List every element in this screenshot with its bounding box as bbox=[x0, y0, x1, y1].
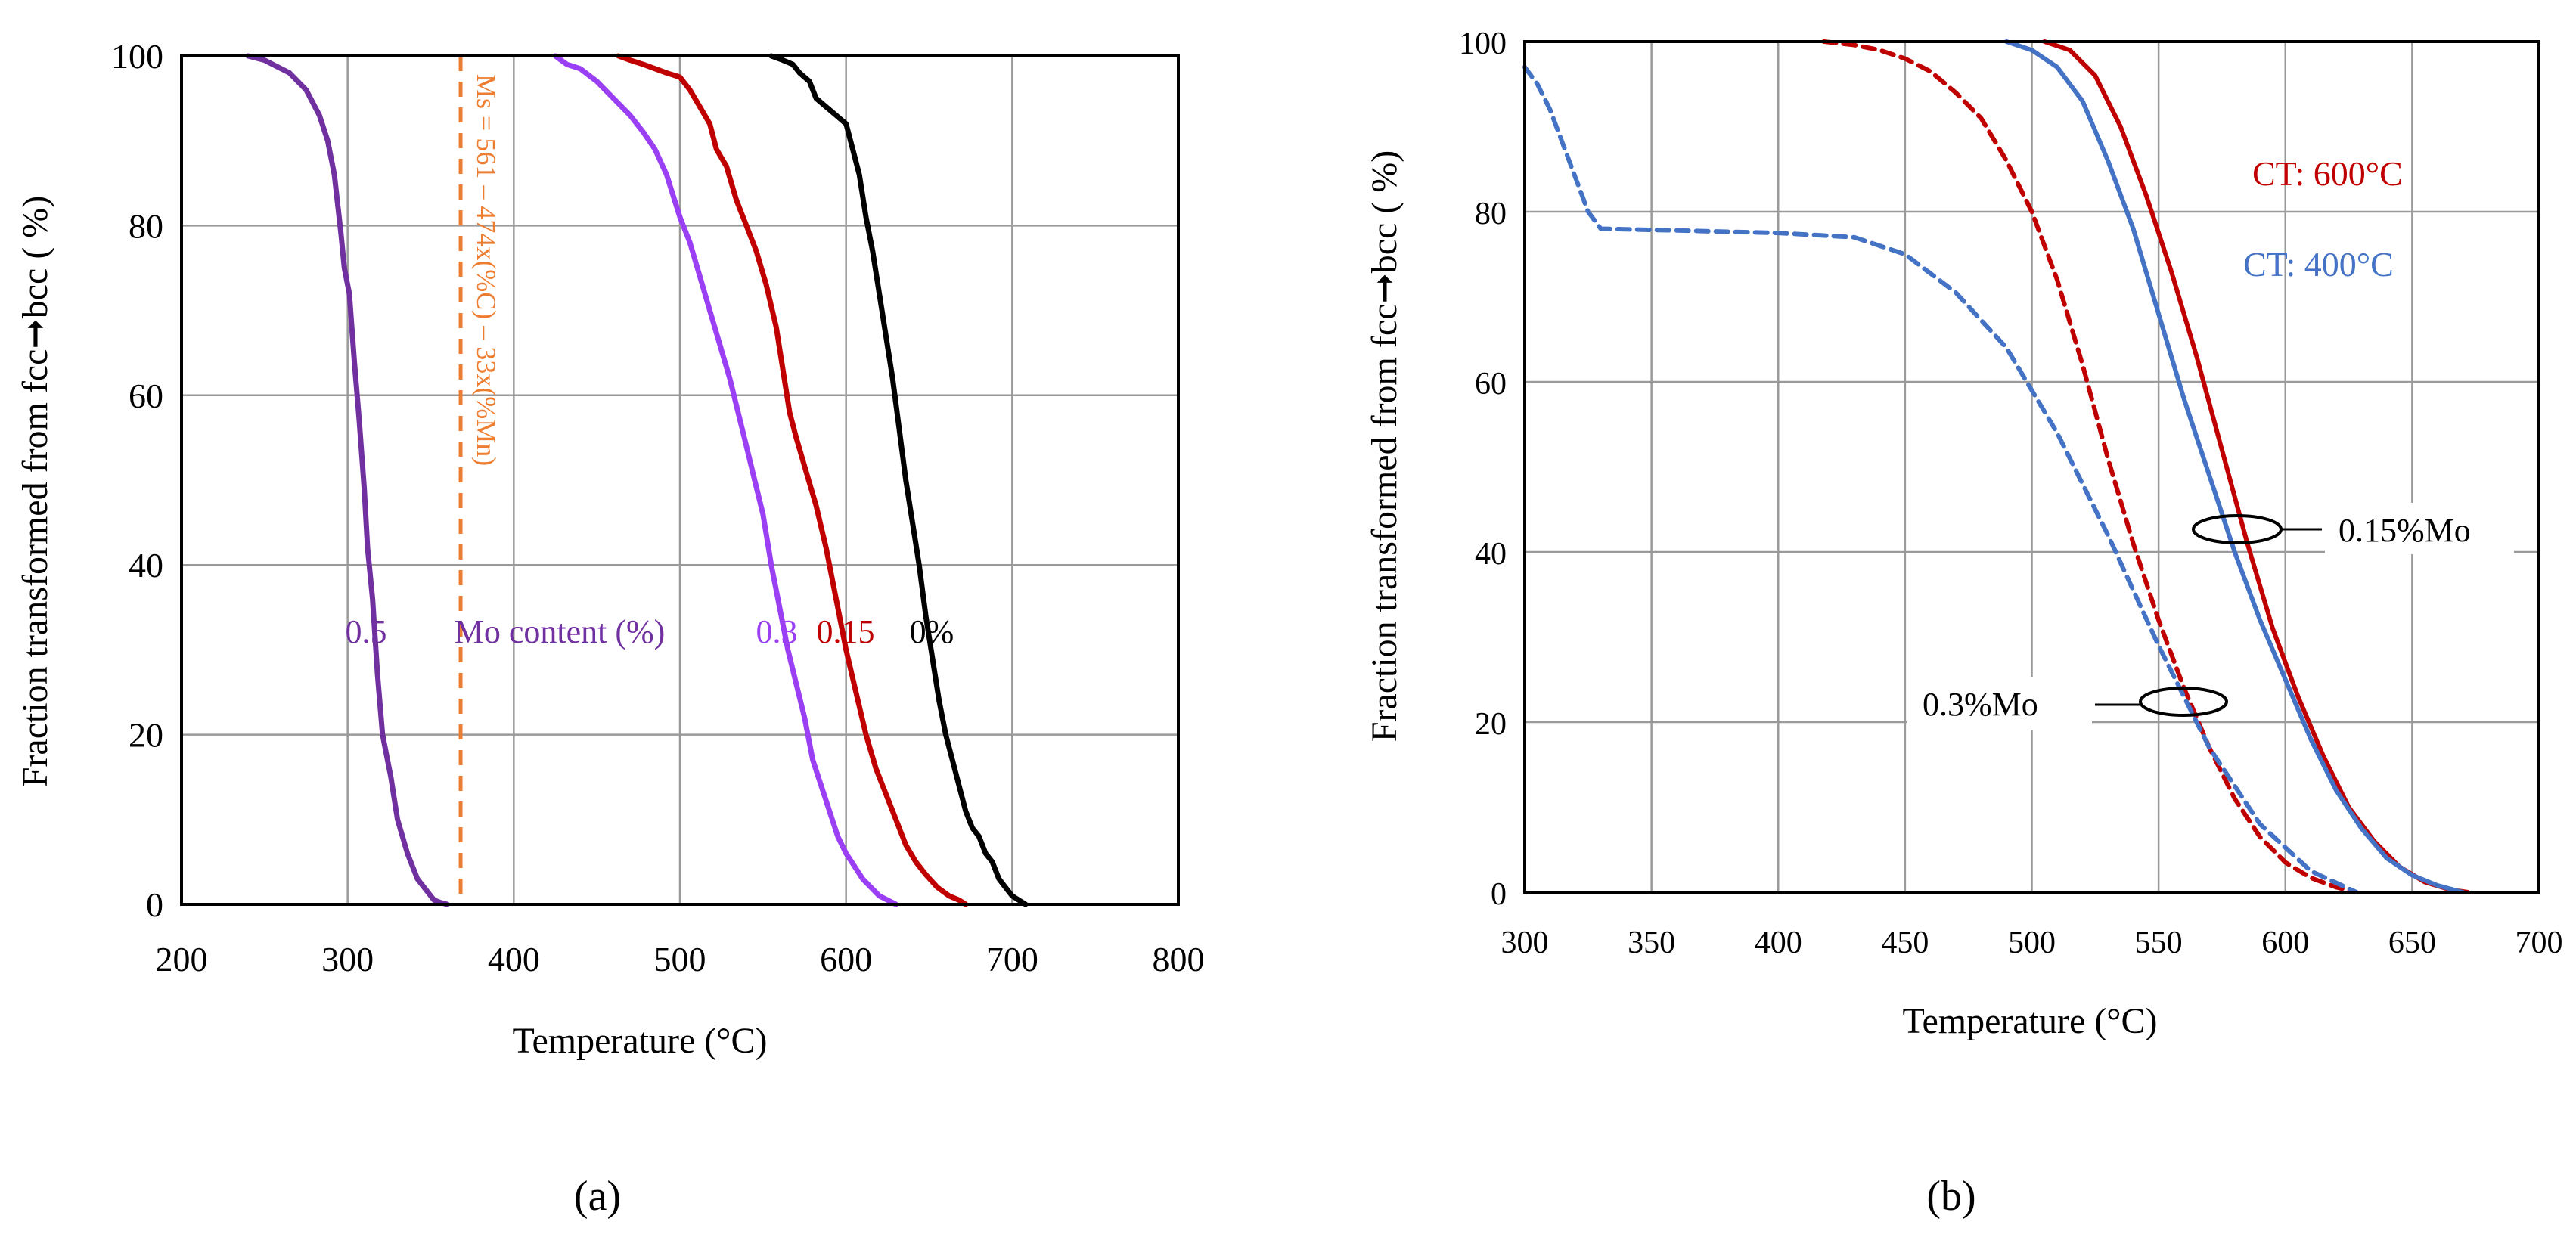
y-tick-label-20: 20 bbox=[1475, 707, 1507, 742]
x-tick-label-200: 200 bbox=[156, 940, 208, 978]
y-tick-label-0: 0 bbox=[146, 885, 163, 924]
panel-b-chart: 300 350 400 450 500 550 600 650 700 0 20 40 60 80 100… bbox=[1364, 26, 2563, 1220]
panel-b-plot-frame bbox=[1523, 40, 2540, 894]
panel-a-caption: (a) bbox=[574, 1173, 621, 1220]
x-tick-label-800: 800 bbox=[1153, 940, 1205, 978]
panel-b-y-axis-title: Fraction transformed from fcc➞bcc ( %) bbox=[1364, 150, 1404, 743]
label-mo-0: 0% bbox=[910, 613, 954, 650]
panel-a-series bbox=[245, 53, 1029, 907]
x-tick-label-550: 550 bbox=[2135, 926, 2183, 960]
box-015mo bbox=[2325, 503, 2514, 554]
ellipse-03mo bbox=[2139, 687, 2228, 717]
label-03mo: 0.3%Mo bbox=[1923, 686, 2038, 723]
x-tick-label-600: 600 bbox=[2261, 926, 2309, 960]
x-tick-label-500: 500 bbox=[2008, 926, 2056, 960]
x-tick-label-400: 400 bbox=[488, 940, 540, 978]
series-line-0-3-mo-ct-600-c bbox=[1821, 39, 2359, 894]
x-tick-label-700: 700 bbox=[986, 940, 1038, 978]
series-line-0-3 bbox=[552, 53, 899, 907]
x-tick-label-500: 500 bbox=[654, 940, 706, 978]
x-tick-label-300: 300 bbox=[321, 940, 374, 978]
panel-a-y-axis-title: Fraction transformed from fcc➞bcc ( %) bbox=[15, 196, 55, 788]
label-ct-600: CT: 600°C bbox=[2252, 154, 2403, 193]
series-line-0-5 bbox=[245, 53, 450, 907]
x-tick-label-650: 650 bbox=[2388, 926, 2436, 960]
label-mo-0-15: 0.15 bbox=[817, 613, 875, 650]
y-tick-label-60: 60 bbox=[1475, 367, 1507, 402]
x-tick-label-400: 400 bbox=[1755, 926, 1802, 960]
panel-a-x-ticks: 200 300 400 500 600 700 800 bbox=[156, 940, 1205, 978]
series-line-0- bbox=[768, 53, 1029, 907]
panel-b-caption: (b) bbox=[1926, 1173, 1975, 1220]
panel-a-plot-frame bbox=[180, 54, 1180, 906]
x-tick-label-350: 350 bbox=[1628, 926, 1675, 960]
ellipse-015mo bbox=[2192, 514, 2283, 544]
panel-b-x-axis-title: Temperature (°C) bbox=[1902, 1001, 2157, 1041]
y-tick-label-20: 20 bbox=[129, 716, 163, 755]
panel-b-y-ticks: 0 20 40 60 80 100 bbox=[1459, 26, 1507, 912]
y-tick-label-80: 80 bbox=[1475, 197, 1507, 231]
panel-b-x-ticks: 300 350 400 450 500 550 600 650 700 bbox=[1501, 926, 2563, 960]
y-tick-label-40: 40 bbox=[1475, 537, 1507, 572]
label-ct-400: CT: 400°C bbox=[2243, 245, 2394, 284]
panel-a-x-axis-title: Temperature (°C) bbox=[512, 1021, 767, 1061]
series-line-0-15-mo-ct-400-c bbox=[2004, 39, 2466, 894]
label-mo-0-3: 0.3 bbox=[756, 613, 798, 650]
y-tick-label-100: 100 bbox=[111, 37, 163, 76]
panel-b-series bbox=[1522, 39, 2471, 894]
x-tick-label-450: 450 bbox=[1881, 926, 1929, 960]
ms-formula-label: Ms = 561 – 474x(%C) – 33x(%Mn) bbox=[471, 74, 501, 466]
label-mo-content: Mo content (%) bbox=[455, 613, 666, 650]
y-tick-label-80: 80 bbox=[129, 206, 163, 245]
y-tick-label-100: 100 bbox=[1459, 26, 1507, 61]
panel-a-gridlines bbox=[180, 54, 1180, 906]
series-line-0-3-mo-ct-400-c bbox=[1522, 64, 2359, 894]
panel-a-chart: 200 300 400 500 600 700 800 0 20 40 60 80 100 Ms = … bbox=[15, 37, 1205, 1220]
x-tick-label-600: 600 bbox=[820, 940, 872, 978]
label-mo-0-5: 0.5 bbox=[346, 613, 387, 650]
panel-a-y-ticks: 0 20 40 60 80 100 bbox=[111, 37, 163, 924]
y-tick-label-40: 40 bbox=[129, 546, 163, 584]
label-015mo: 0.15%Mo bbox=[2339, 512, 2471, 549]
series-line-0-15 bbox=[616, 53, 969, 907]
y-tick-label-0: 0 bbox=[1491, 877, 1507, 912]
y-tick-label-60: 60 bbox=[129, 377, 163, 415]
box-03mo bbox=[1907, 677, 2092, 730]
x-tick-label-700: 700 bbox=[2515, 926, 2563, 960]
x-tick-label-300: 300 bbox=[1501, 926, 1549, 960]
